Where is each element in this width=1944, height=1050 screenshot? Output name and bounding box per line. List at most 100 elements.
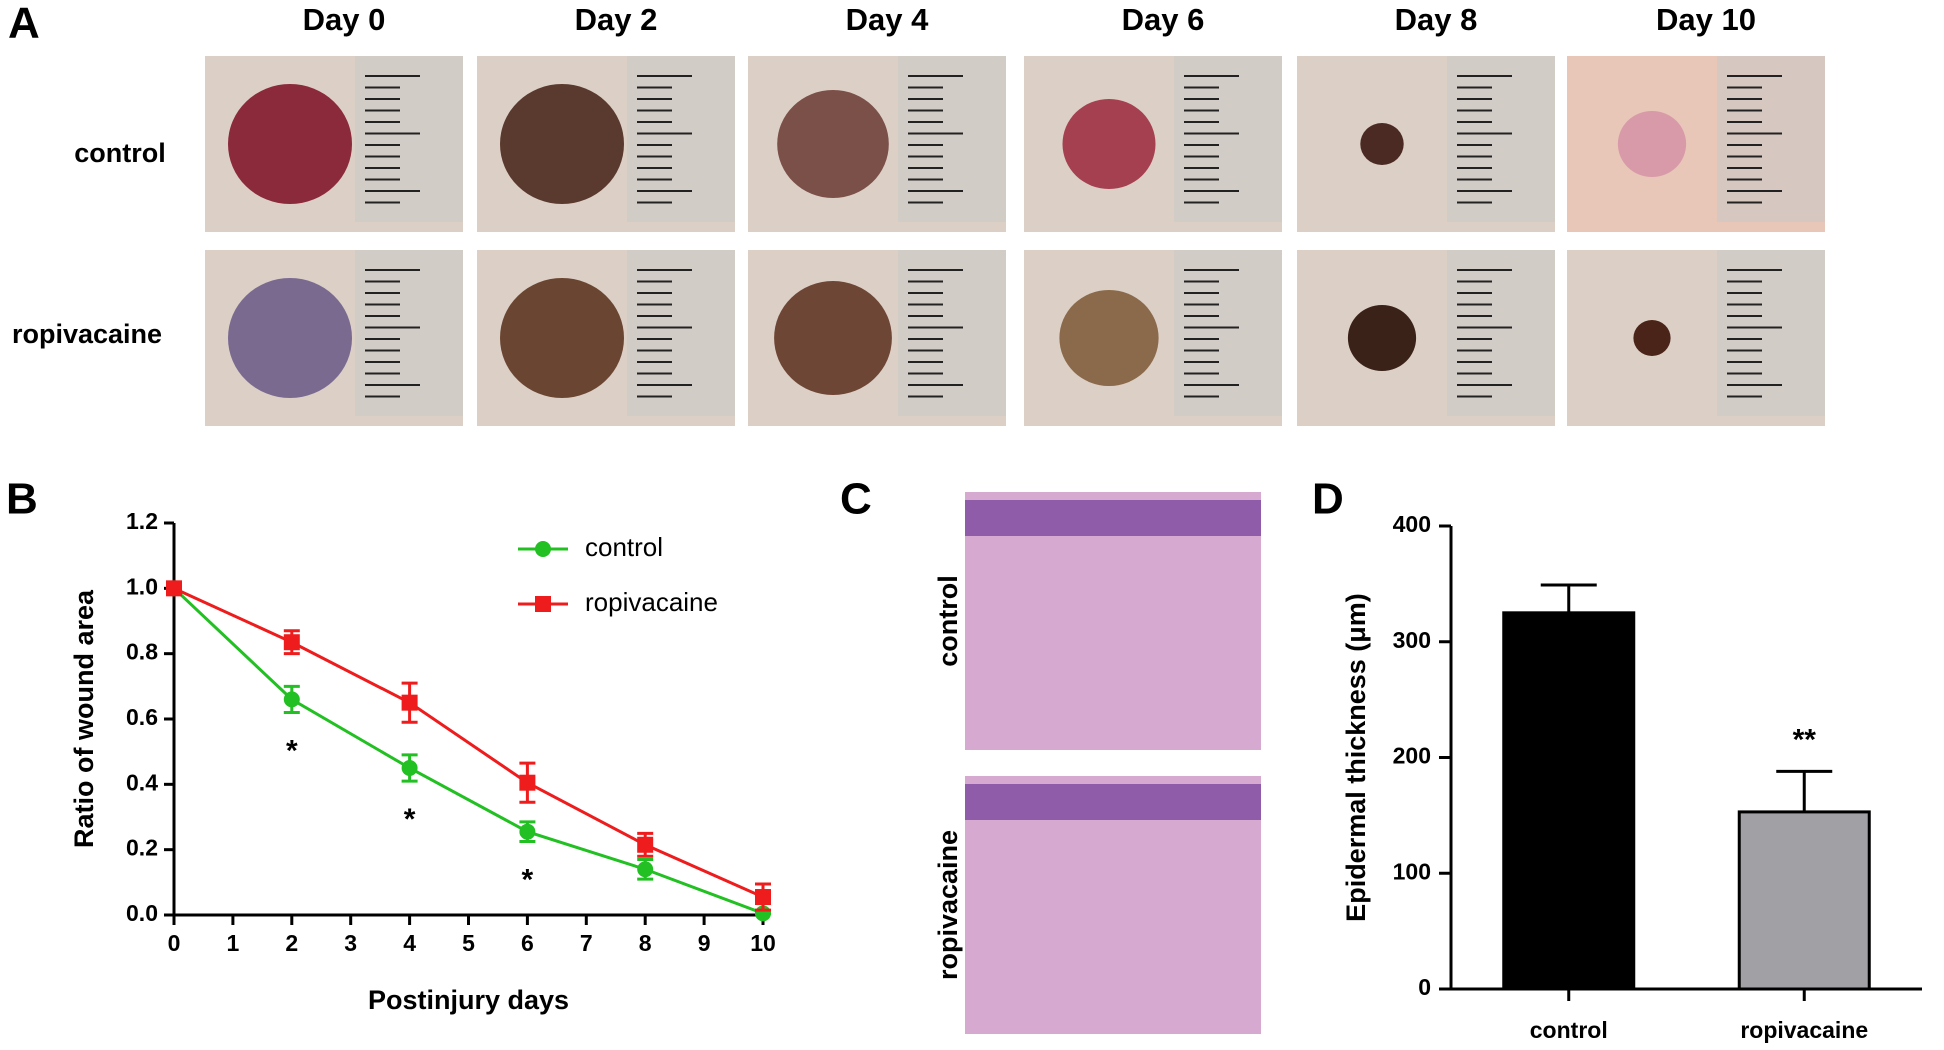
wound-photo [1567, 56, 1825, 232]
y-axis-title: Epidermal thickness (μm) [1341, 593, 1371, 922]
error-bar [1776, 769, 1833, 812]
column-header: Day 10 [1656, 2, 1756, 37]
x-tick-label: 0 [168, 930, 181, 956]
ruler [1447, 56, 1555, 222]
column-header: Day 2 [575, 2, 658, 37]
wound [500, 84, 624, 204]
x-axis-title: Postinjury days [368, 985, 569, 1015]
wound [228, 84, 352, 204]
x-tick-label: 2 [285, 930, 298, 956]
x-tick-label: 9 [698, 930, 711, 956]
wound [1347, 305, 1417, 371]
bar [1737, 810, 1871, 991]
x-tick-label: control [1530, 1017, 1608, 1043]
column-header: Day 0 [303, 2, 386, 37]
wound [1062, 99, 1156, 189]
row-label: control [933, 575, 963, 667]
x-tick-label: 7 [580, 930, 593, 956]
wound [500, 278, 624, 398]
x-tick-label: 3 [344, 930, 357, 956]
wound-photo [748, 56, 1006, 232]
y-tick-label: 200 [1393, 743, 1431, 769]
wound [1360, 123, 1404, 165]
x-tick-label: 5 [462, 930, 475, 956]
y-axis-title: Ratio of wound area [69, 589, 99, 848]
y-tick-label: 0.6 [126, 704, 158, 730]
wound [774, 281, 892, 395]
marker [519, 774, 536, 791]
marker [166, 580, 182, 597]
significance: * [522, 863, 534, 896]
error-bar [1540, 583, 1597, 613]
ruler [355, 250, 463, 416]
y-tick-label: 0 [1418, 974, 1431, 1000]
y-tick-label: 0.8 [126, 639, 158, 665]
marker [401, 694, 418, 711]
ruler [627, 56, 735, 222]
marker [283, 691, 300, 708]
wound [777, 90, 889, 198]
wound-photo [1024, 56, 1282, 232]
x-tick-label: 6 [521, 930, 534, 956]
series-line [172, 587, 764, 915]
y-tick-label: 400 [1393, 511, 1431, 537]
x-tick-label: ropivacaine [1740, 1017, 1868, 1043]
epidermis [965, 500, 1261, 536]
x-tick-label: 8 [639, 930, 652, 956]
marker [401, 760, 418, 776]
wound-photo [205, 250, 463, 426]
row-label: ropivacaine [933, 830, 963, 980]
significance: * [404, 803, 416, 836]
marker [637, 861, 654, 878]
column-header: Day 4 [846, 2, 929, 37]
wound [1617, 111, 1687, 177]
legend-marker [535, 596, 551, 612]
y-tick-label: 0.2 [126, 835, 158, 861]
x-tick-label: 4 [403, 930, 416, 956]
row-label: control [74, 138, 166, 168]
marker [283, 634, 300, 651]
panel-label: A [8, 0, 40, 48]
legend-label: ropivacaine [585, 587, 718, 617]
epidermis [965, 784, 1261, 820]
ruler [1174, 56, 1282, 222]
marker [755, 889, 771, 906]
y-tick-label: 1.2 [126, 508, 158, 534]
wound-photo [1297, 250, 1555, 426]
wound-photo [477, 250, 735, 426]
y-tick-label: 0.0 [126, 900, 158, 926]
marker [637, 836, 654, 853]
panel-label: D [1312, 475, 1344, 524]
y-tick-label: 0.4 [126, 769, 158, 795]
ruler [355, 56, 463, 222]
y-tick-label: 1.0 [126, 573, 158, 599]
wound [228, 278, 352, 398]
panel-label: C [840, 475, 872, 524]
row-label: ropivacaine [12, 319, 162, 349]
legend-marker [535, 541, 551, 557]
y-tick-label: 300 [1393, 627, 1431, 653]
wound-photo [477, 56, 735, 232]
ruler [1174, 250, 1282, 416]
panel-label: B [6, 475, 38, 524]
wound [1633, 320, 1671, 356]
wound-photo [1567, 250, 1825, 426]
x-tick-label: 10 [750, 930, 776, 956]
series-line [173, 586, 764, 899]
ruler [1717, 250, 1825, 416]
bar [1502, 611, 1636, 991]
marker [519, 823, 536, 840]
column-header: Day 6 [1122, 2, 1205, 37]
wound [1059, 290, 1159, 386]
wound-photo [205, 56, 463, 232]
ruler [1447, 250, 1555, 416]
y-tick-label: 100 [1393, 858, 1431, 884]
wound-photo [1297, 56, 1555, 232]
legend-label: control [585, 532, 663, 562]
wound-photo [748, 250, 1006, 426]
x-tick-label: 1 [227, 930, 240, 956]
significance: ** [1793, 723, 1817, 756]
column-header: Day 8 [1395, 2, 1478, 37]
ruler [1717, 56, 1825, 222]
